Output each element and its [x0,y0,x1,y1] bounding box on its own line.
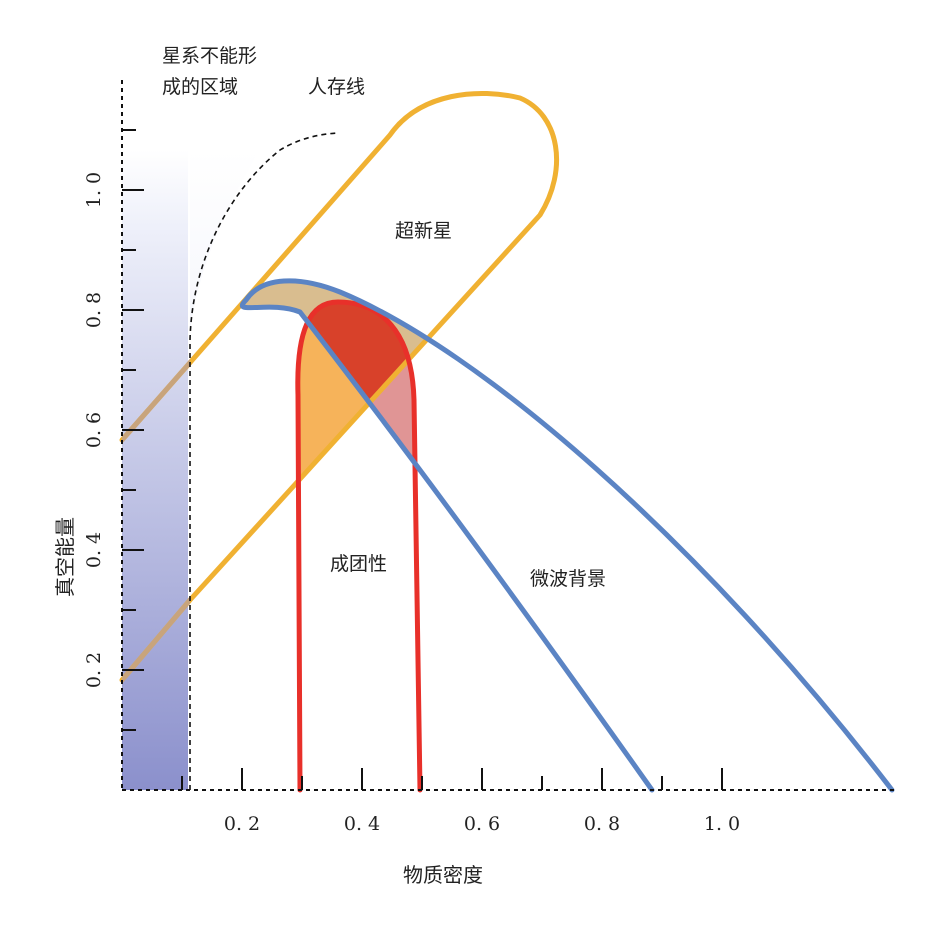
cluster-curve [295,299,423,793]
x-axis-title: 物质密度 [403,863,483,887]
overlap-sn-cluster-fill [297,302,420,680]
y-tick-label-1: 0. 4 [83,532,105,568]
overlap-triple-fill [297,302,420,680]
x-tick-label-1: 0. 4 [344,813,380,835]
cmb-label: 微波背景 [530,568,606,590]
y-tick-label-3: 0. 8 [83,292,105,328]
x-tick-label-4: 1. 0 [704,813,740,835]
supernova-label: 超新星 [395,220,452,242]
y-tick-label-2: 0. 6 [83,412,105,448]
y-tick-label-0: 0. 2 [83,652,105,688]
no-galaxy-haze [190,150,260,790]
no-galaxy-region [122,150,188,790]
overlap-sn-cluster [297,302,420,680]
x-tick-label-0: 0. 2 [224,813,260,835]
overlap-triple-inner [297,302,420,680]
supernova-curve-muted-line [122,358,190,683]
overlap-triple [297,302,420,680]
overlap-cmb-cluster-fill [297,302,420,790]
cmb-curve [240,278,895,793]
x-tick-label-2: 0. 6 [464,813,500,835]
x-tick-label-3: 0. 8 [584,813,620,835]
cluster-label: 成团性 [330,553,387,575]
y-tick-label-4: 1. 0 [83,172,105,208]
supernova-curve [119,90,560,683]
overlap-cmb-cluster [297,302,420,790]
supernova-curve-muted [122,358,190,683]
no-galaxy-label-line-1: 星系不能形 [162,45,257,67]
y-axis-title: 真空能量 [53,517,77,597]
no-galaxy-label-line-2: 成的区域 [162,76,238,98]
anthropic-label: 人存线 [308,76,365,98]
